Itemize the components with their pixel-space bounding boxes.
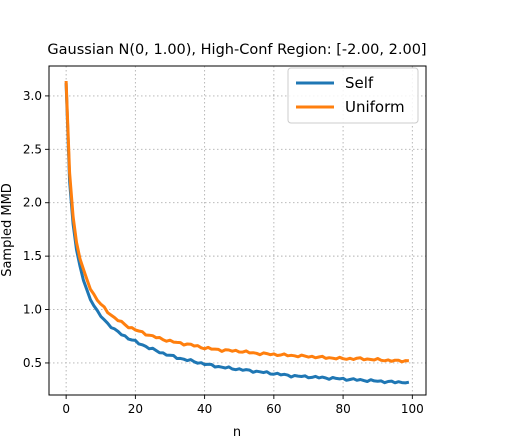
x-tick-label: 20 — [128, 402, 143, 416]
x-axis-title: n — [233, 425, 241, 440]
x-tick-label: 80 — [335, 402, 350, 416]
y-tick-label: 1.0 — [23, 303, 42, 317]
y-tick-label: 0.5 — [23, 356, 42, 370]
legend: Self Uniform — [287, 67, 419, 124]
legend-label-self: Self — [345, 74, 374, 92]
x-tick-label: 60 — [266, 402, 281, 416]
plot-frame — [48, 65, 427, 396]
legend-label-uniform: Uniform — [345, 98, 405, 116]
x-tick-label: 40 — [197, 402, 212, 416]
y-tick-label: 2.5 — [23, 142, 42, 156]
y-tick-label: 3.0 — [23, 89, 42, 103]
x-tick-label: 100 — [401, 402, 424, 416]
x-tick-label: 0 — [62, 402, 70, 416]
y-tick-label: 1.5 — [23, 249, 42, 263]
y-tick-label: 2.0 — [23, 196, 42, 210]
chart-title: Gaussian N(0, 1.00), High-Conf Region: [… — [47, 42, 426, 58]
series-line-self — [64, 83, 410, 385]
series-line-uniform — [64, 80, 409, 364]
grid — [49, 66, 426, 395]
y-axis-title: Sampled MMD — [0, 183, 15, 277]
ticks: 0 20 40 60 80 100 0.5 1.0 1.5 2.0 2.5 3.0 — [23, 89, 424, 416]
series-layer — [64, 80, 410, 385]
